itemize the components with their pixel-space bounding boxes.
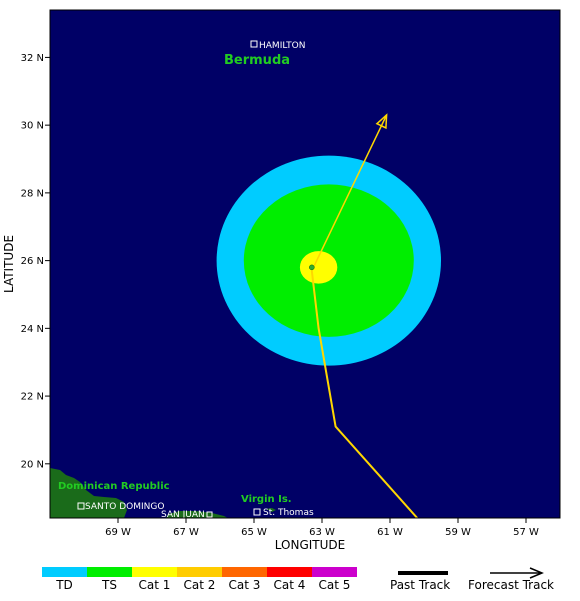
san-juan-marker — [206, 511, 213, 518]
legend-label-cat-4: Cat 4 — [273, 578, 306, 592]
forecast-track-legend-label: Forecast Track — [468, 578, 554, 592]
y-tick-label: 24 N — [21, 324, 44, 335]
legend-swatch-cat-4 — [267, 567, 312, 577]
forecast-track-arrowhead — [375, 113, 388, 130]
wind-field-layer — [216, 155, 441, 366]
storm-center-marker — [309, 264, 315, 271]
legend-swatch-cat-3 — [222, 567, 267, 577]
legend-label-cat-5: Cat 5 — [318, 578, 351, 592]
x-tick-label: 69 W — [105, 527, 131, 538]
legend-swatch-cat-2 — [177, 567, 222, 577]
forecast-track-line — [311, 114, 388, 272]
st-thomas-marker — [253, 508, 261, 516]
forecast-track-legend-symbol — [490, 567, 544, 579]
past-track-legend-label: Past Track — [390, 578, 451, 592]
legend-swatch-cat-1 — [132, 567, 177, 577]
legend-label-cat-3: Cat 3 — [228, 578, 261, 592]
x-tick-label: 67 W — [173, 527, 199, 538]
y-tick-label: 26 N — [21, 256, 44, 267]
wind-field-cat-1 — [299, 251, 338, 284]
legend-label-cat-2: Cat 2 — [183, 578, 216, 592]
y-axis-title: LATITUDE — [2, 235, 16, 293]
santo-domingo-label: SANTO DOMINGO — [85, 502, 164, 512]
x-tick-label: 57 W — [513, 527, 539, 538]
y-tick-label: 30 N — [21, 121, 44, 132]
x-tick-label: 61 W — [377, 527, 403, 538]
x-axis-title: LONGITUDE — [275, 538, 345, 552]
places-layer: HAMILTON Bermuda Dominican Republic SANT… — [58, 40, 314, 520]
track-layer — [309, 113, 418, 518]
map-layers: HAMILTON Bermuda Dominican Republic SANT… — [50, 40, 441, 520]
axis-layer: 69 W 67 W 65 W 63 W 61 W 59 W 57 W 20 N 22 N 24 N… — [21, 53, 539, 538]
y-tick-label: 22 N — [21, 392, 44, 403]
y-tick-label: 28 N — [21, 188, 44, 199]
past-track-line — [310, 270, 418, 518]
st-thomas-label: St. Thomas — [263, 508, 314, 518]
legend-label-td: TD — [56, 578, 73, 592]
virgin-islands-landmass — [266, 508, 276, 512]
legend-swatch-ts — [87, 567, 132, 577]
hamilton-label: HAMILTON — [259, 41, 305, 51]
x-tick-label: 63 W — [309, 527, 335, 538]
hispaniola-landmass — [50, 468, 127, 518]
forecast-track-legend-arrow — [529, 567, 544, 579]
plot-frame — [49, 9, 561, 519]
x-tick-label: 65 W — [241, 527, 267, 538]
san-juan-label: SAN JUAN — [161, 510, 205, 520]
bermuda-label: Bermuda — [224, 53, 290, 68]
category-legend — [42, 567, 357, 577]
legend-swatch-td — [42, 567, 87, 577]
y-tick-label: 20 N — [21, 459, 44, 470]
santo-domingo-marker — [77, 502, 85, 510]
x-tick-label: 59 W — [445, 527, 471, 538]
legend-label-cat-1: Cat 1 — [138, 578, 171, 592]
legend-swatch-cat-5 — [312, 567, 357, 577]
legend-label-ts: TS — [102, 578, 117, 592]
virgin-islands-label: Virgin Is. — [241, 494, 292, 505]
dominican-republic-label: Dominican Republic — [58, 481, 170, 492]
hamilton-marker — [250, 40, 258, 48]
y-tick-label: 32 N — [21, 53, 44, 64]
